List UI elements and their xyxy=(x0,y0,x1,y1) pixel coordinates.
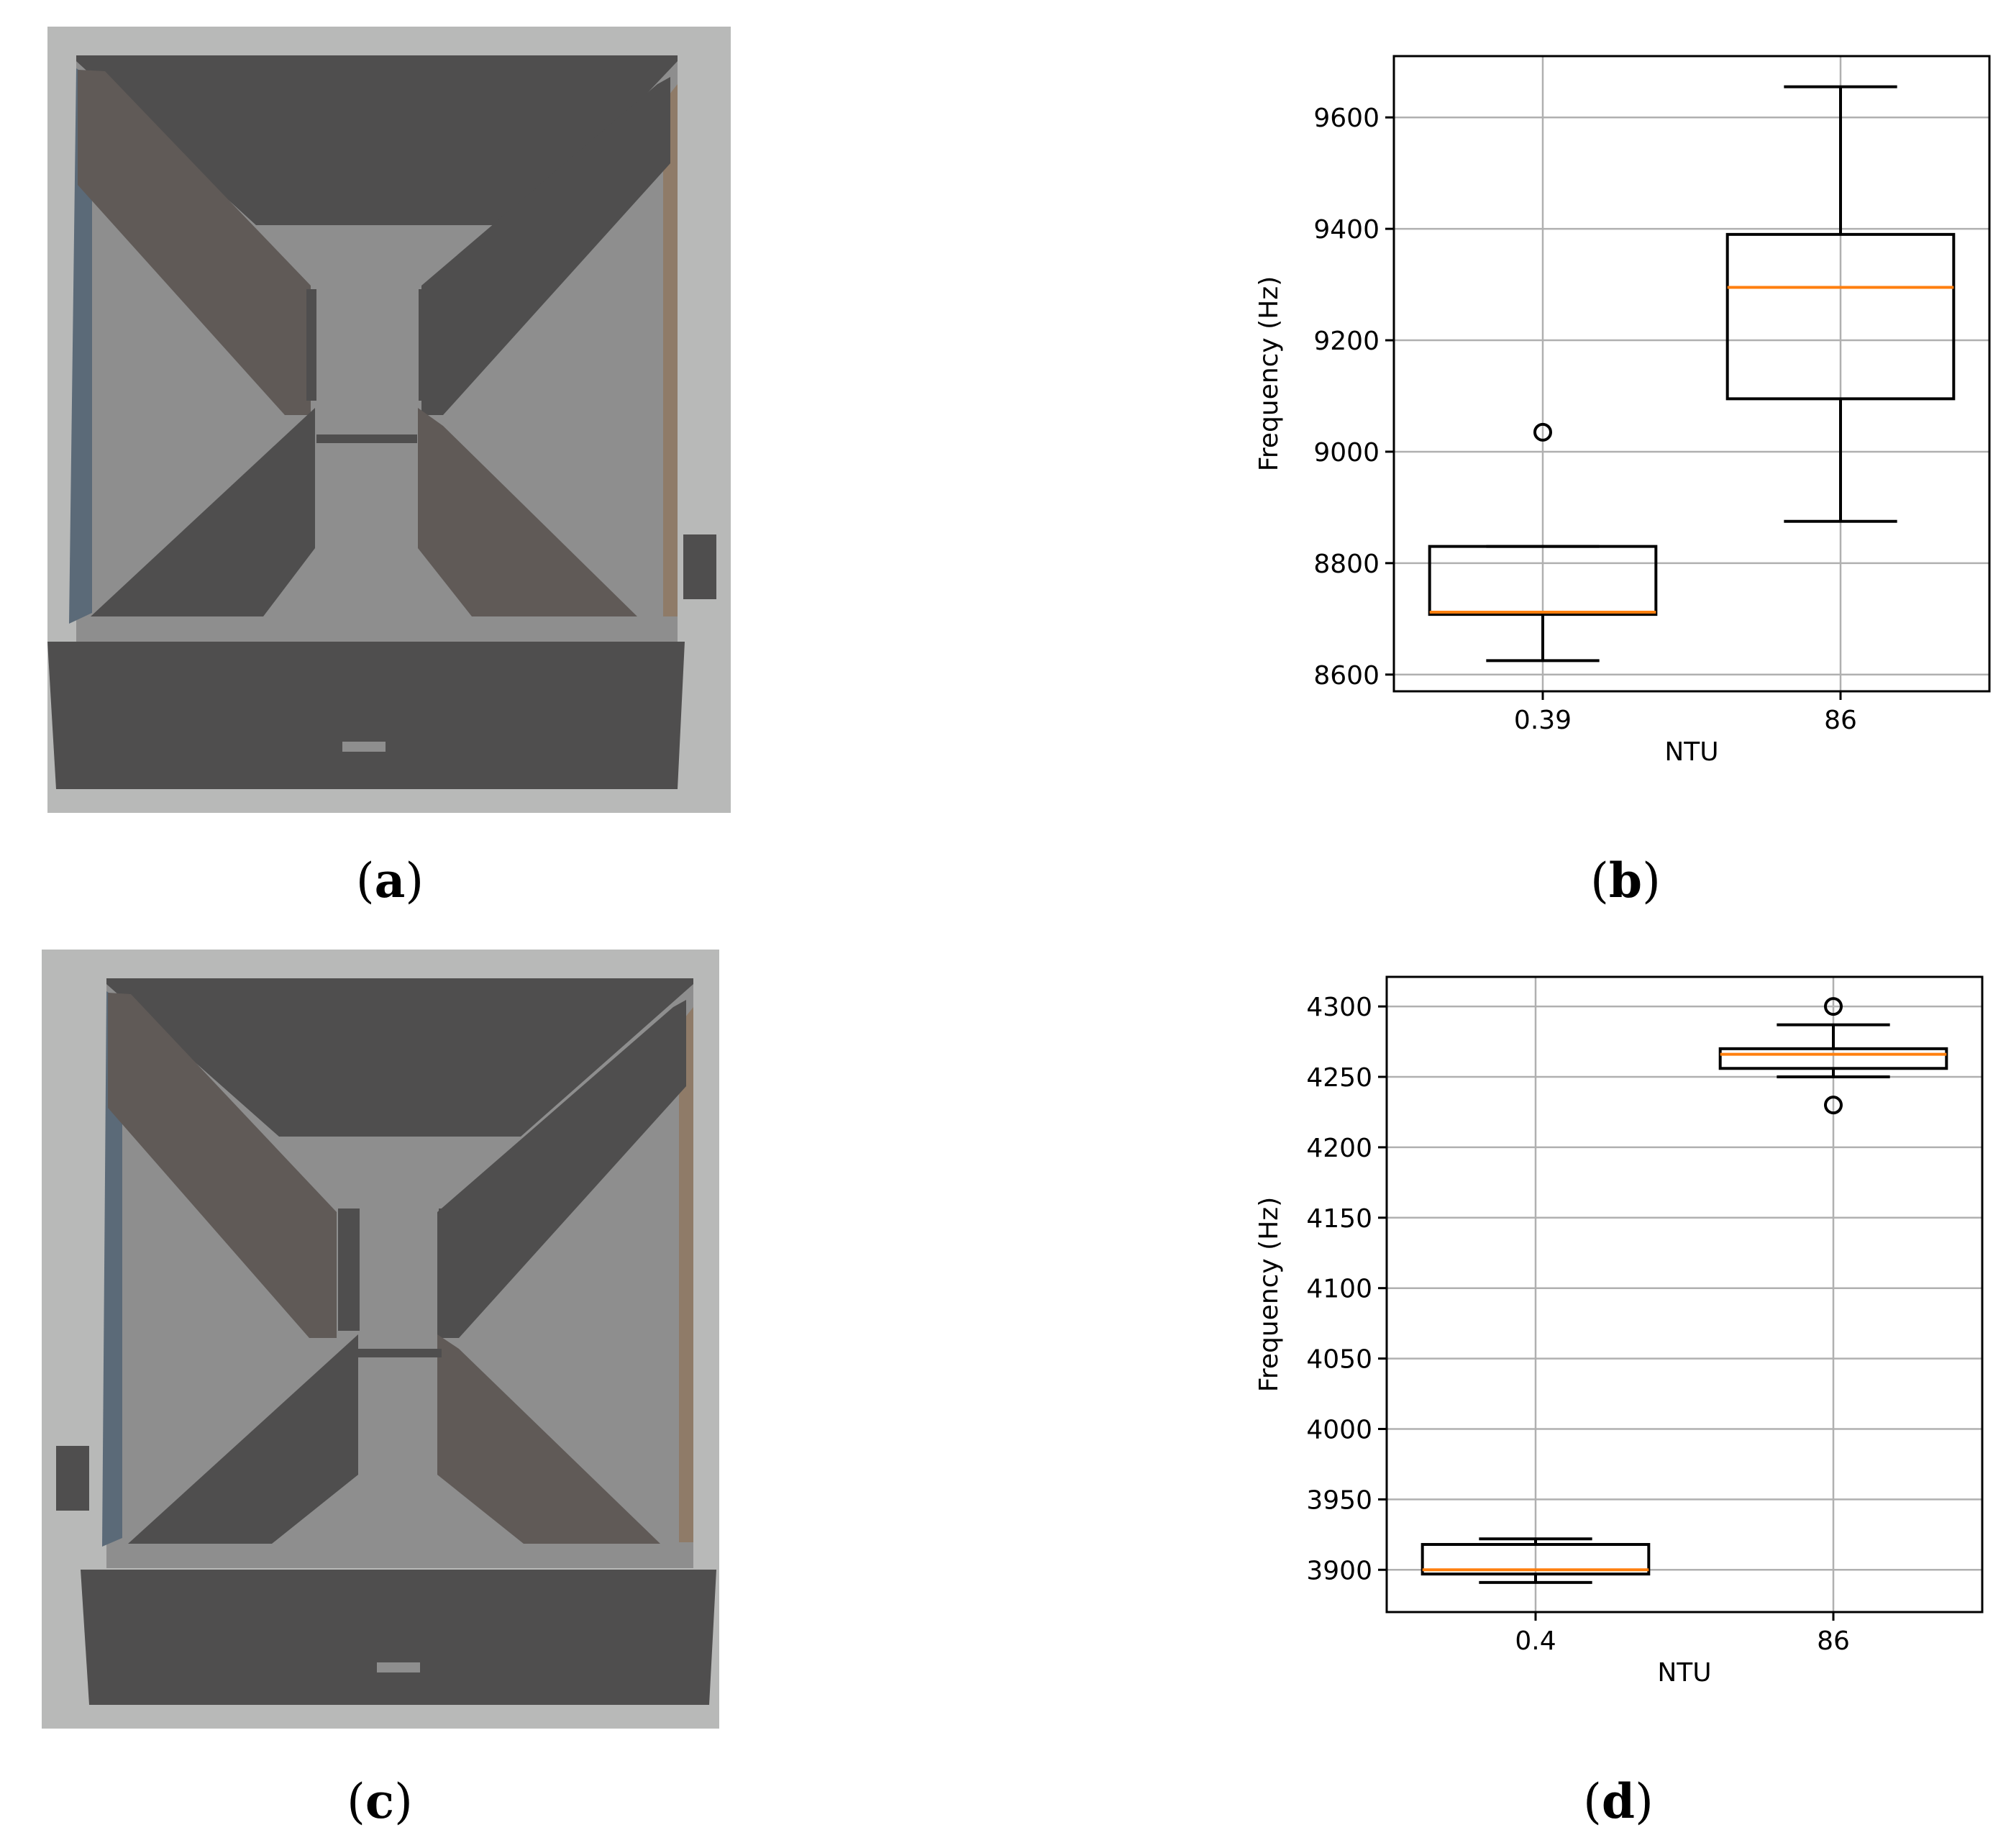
caption-letter: b xyxy=(1608,852,1643,909)
render-handle-lower xyxy=(56,1446,89,1511)
caption-a: (a) xyxy=(355,852,424,909)
render-front-slot xyxy=(377,1662,420,1672)
y-tick-label: 4200 xyxy=(1306,1134,1372,1163)
plot-frame xyxy=(1392,55,1991,693)
render-upper-right-panel xyxy=(437,1000,686,1338)
y-tick-label: 4250 xyxy=(1306,1063,1372,1093)
x-tick-label: 86 xyxy=(1817,1626,1850,1656)
caption-d: (d) xyxy=(1583,1773,1654,1829)
y-tick-label: 9400 xyxy=(1313,215,1380,245)
render-center-bar xyxy=(316,434,417,443)
render-front-slot xyxy=(342,742,386,752)
caption-letter: c xyxy=(365,1773,395,1829)
plot-frame xyxy=(1385,975,1984,1613)
y-tick-label: 4300 xyxy=(1306,993,1372,1022)
render-left-wall xyxy=(102,991,122,1547)
render-handle-lower xyxy=(683,534,716,599)
caption-c: (c) xyxy=(347,1773,413,1829)
render-center-slot-right xyxy=(419,289,429,401)
outlier-point xyxy=(1533,422,1552,442)
render-right-wall xyxy=(663,84,678,616)
chart-d: 3900 3950 4000 4050 4100 4150 4200 4250 4300 0.4 8… xyxy=(1254,975,1984,1688)
render-front-face xyxy=(47,642,685,789)
render-upper-right-panel xyxy=(421,77,670,415)
y-tick-label: 4100 xyxy=(1306,1275,1372,1304)
render-lower-left-panel xyxy=(91,408,315,616)
box-iqr xyxy=(1725,232,1956,401)
y-tick-label: 4150 xyxy=(1306,1204,1372,1234)
y-axis-label: Frequency (Hz) xyxy=(1254,1197,1284,1392)
render-right-wall xyxy=(679,1007,693,1542)
render-lower-left-panel xyxy=(128,1334,358,1544)
render-center-slot-left xyxy=(306,289,316,401)
render-handle-upper xyxy=(678,354,718,534)
caption-letter: d xyxy=(1601,1773,1636,1829)
render-left-wall xyxy=(69,68,92,624)
y-tick-label: 9600 xyxy=(1313,104,1380,133)
outlier-point xyxy=(1824,997,1843,1016)
chart-b: 8600 8800 9000 9200 9400 9600 0.39 86 NTU Frequen… xyxy=(1254,55,1991,767)
x-tick-label: 0.4 xyxy=(1515,1626,1556,1656)
y-tick-label: 3900 xyxy=(1306,1556,1372,1585)
x-tick-label: 86 xyxy=(1824,706,1857,735)
render-upper-left-panel xyxy=(78,70,311,415)
render-a xyxy=(47,27,731,813)
render-lower-right-panel xyxy=(418,408,637,616)
box-iqr xyxy=(1428,545,1658,616)
render-center-slot-left xyxy=(338,1209,360,1331)
render-front-face xyxy=(81,1570,716,1705)
y-tick-label: 8600 xyxy=(1313,661,1380,691)
x-axis-label: NTU xyxy=(1657,1658,1711,1688)
x-tick-label: 0.39 xyxy=(1514,706,1572,735)
y-axis-label: Frequency (Hz) xyxy=(1254,276,1284,471)
render-center-bar xyxy=(357,1349,442,1357)
render-upper-left-panel xyxy=(108,993,337,1338)
y-tick-label: 3950 xyxy=(1306,1485,1372,1515)
render-c xyxy=(42,950,719,1729)
y-tick-label: 4000 xyxy=(1306,1415,1372,1444)
y-tick-label: 9000 xyxy=(1313,438,1380,468)
render-handle-upper xyxy=(55,1265,95,1444)
render-lower-right-panel xyxy=(437,1334,660,1544)
x-axis-label: NTU xyxy=(1664,737,1718,767)
render-top-panel xyxy=(76,55,678,225)
box-iqr xyxy=(1718,1047,1948,1070)
y-tick-label: 9200 xyxy=(1313,327,1380,356)
render-center-slot-right xyxy=(439,1209,460,1331)
caption-letter: a xyxy=(374,852,406,909)
box-iqr xyxy=(1421,1543,1651,1576)
y-tick-label: 8800 xyxy=(1313,550,1380,579)
render-top-panel xyxy=(106,978,693,1137)
outlier-point xyxy=(1824,1096,1843,1115)
caption-b: (b) xyxy=(1590,852,1661,909)
y-tick-label: 4050 xyxy=(1306,1345,1372,1375)
